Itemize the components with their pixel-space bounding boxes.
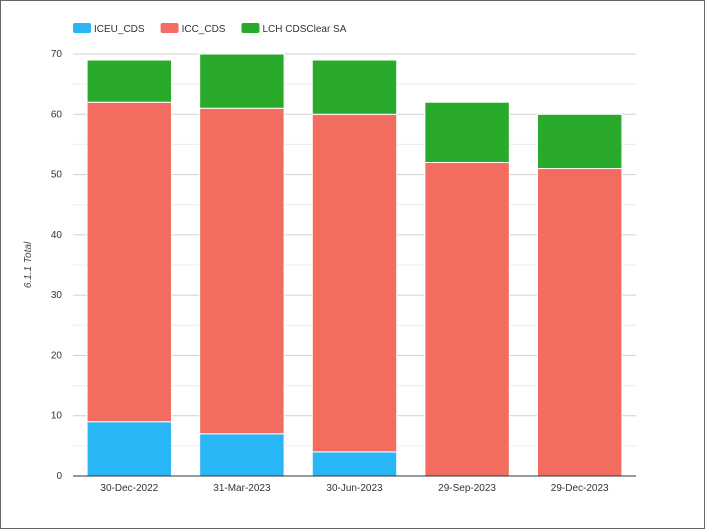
x-tick-label: 30-Jun-2023 [326,483,383,494]
legend-label-lch-cdsclear-sa[interactable]: LCH CDSClear SA [262,24,346,35]
bar-segment-iceu-cds[interactable] [311,451,398,477]
y-tick-label: 70 [51,49,63,60]
x-tick-label: 29-Sep-2023 [438,483,496,494]
y-tick-label: 40 [51,230,63,241]
bar-segment-lch-cdsclear-sa[interactable] [424,101,510,164]
legend-swatch-icc-cds[interactable] [160,23,179,33]
y-tick-label: 0 [56,471,62,482]
x-tick-label: 30-Dec-2022 [100,483,158,494]
y-tick-label: 60 [51,109,63,120]
bar-segment-icc-cds[interactable] [199,107,285,435]
legend[interactable]: ICEU_CDS ICC_CDS LCH CDSClear SA [73,23,347,35]
bar-segment-lch-cdsclear-sa[interactable] [311,59,398,115]
y-tick-label: 20 [51,350,63,361]
y-tick-label: 10 [51,411,63,422]
x-tick-label: 31-Mar-2023 [213,483,271,494]
legend-swatch-iceu-cds[interactable] [73,23,91,33]
x-tick-label: 29-Dec-2023 [551,483,609,494]
bar-segment-lch-cdsclear-sa[interactable] [199,53,285,109]
legend-swatch-lch-cdsclear-sa[interactable] [241,23,260,33]
axes: 0 10 20 30 40 50 60 70 30-Dec-2022 31-Mar-2023 30-… [51,49,636,494]
legend-label-icc-cds[interactable]: ICC_CDS [182,24,226,35]
bar-segment-icc-cds[interactable] [424,162,510,477]
bar-segment-iceu-cds[interactable] [86,421,173,477]
y-tick-label: 50 [51,170,63,181]
bar-segment-lch-cdsclear-sa[interactable] [86,59,173,103]
legend-label-iceu-cds[interactable]: ICEU_CDS [94,24,145,35]
bars [86,53,623,477]
bar-segment-iceu-cds[interactable] [199,433,285,477]
bar-segment-icc-cds[interactable] [86,101,173,423]
bar-segment-icc-cds[interactable] [311,113,398,453]
bar-segment-lch-cdsclear-sa[interactable] [536,113,623,170]
bar-segment-icc-cds[interactable] [536,168,623,477]
y-tick-label: 30 [51,290,63,301]
y-axis-title: 6.1.1 Total [23,241,34,288]
